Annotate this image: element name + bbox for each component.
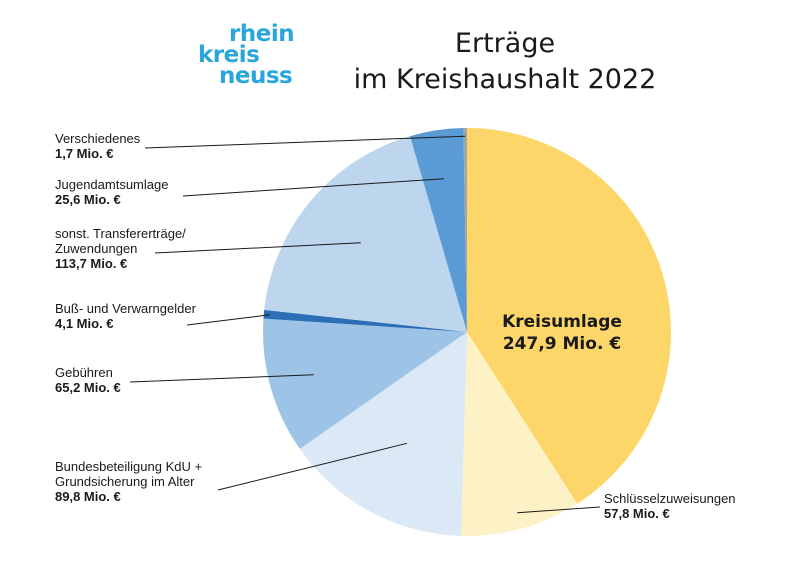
chart-title-line-1: Erträge <box>454 28 556 59</box>
slice-value-kreisumlage: 247,9 Mio. € <box>503 334 621 354</box>
leader-line-geb-hren <box>129 374 314 383</box>
leader-line-bundesbeteiligung-kdu-grundsicherung-im-alter <box>217 442 408 491</box>
pie-slice-schl-sselzuweisungen <box>461 332 578 536</box>
slice-label-kreisumlage: Kreisumlage <box>502 312 622 332</box>
pie-slice-bundesbeteiligung-kdu-grundsicherung-im-alter <box>299 332 467 536</box>
pie-slice-sonst-transferertr-ge-zuwendungen <box>264 136 467 332</box>
leader-line-schl-sselzuweisungen <box>517 506 601 514</box>
slice-label-bu-und-verwarngelder: Buß- und Verwarngelder <box>55 301 197 316</box>
leader-line-verschiedenes <box>144 135 466 149</box>
slice-label-schl-sselzuweisungen: Schlüsselzuweisungen <box>604 491 736 506</box>
logo-line-2: kreis <box>198 42 260 68</box>
slice-value-verschiedenes: 1,7 Mio. € <box>55 146 114 161</box>
slice-label-bundesbeteiligung-kdu-grundsicherung-im-alter-line-1: Bundesbeteiligung KdU + <box>55 459 202 474</box>
pie-slice-jugendamtsumlage <box>410 128 467 332</box>
slice-label-jugendamtsumlage: Jugendamtsumlage <box>55 177 168 192</box>
slice-value-schl-sselzuweisungen: 57,8 Mio. € <box>604 506 670 521</box>
pie-slice-kreisumlage <box>467 128 672 504</box>
pie-slice-geb-hren <box>262 318 467 449</box>
slice-label-verschiedenes: Verschiedenes <box>55 131 141 146</box>
slice-label-bundesbeteiligung-kdu-grundsicherung-im-alter-line-2: Grundsicherung im Alter <box>55 474 195 489</box>
rhein-kreis-neuss-logo: rhein kreis neuss <box>196 21 296 89</box>
slice-label-sonst-transferertr-ge-zuwendungen-line-2: Zuwendungen <box>55 241 137 256</box>
pie-slice-verschiedenes <box>463 127 467 333</box>
leader-line-sonst-transferertr-ge-zuwendungen <box>154 242 361 254</box>
logo-line-1: rhein <box>229 21 295 47</box>
chart-title-line-2: im Kreishaushalt 2022 <box>353 64 657 95</box>
slice-value-geb-hren: 65,2 Mio. € <box>55 380 121 395</box>
slice-value-jugendamtsumlage: 25,6 Mio. € <box>55 192 121 207</box>
logo-line-3: neuss <box>219 63 293 89</box>
pie-slice-bu-und-verwarngelder <box>263 309 467 332</box>
leader-line-bu-und-verwarngelder <box>186 314 270 326</box>
chart-title: Erträge im Kreishaushalt 2022 <box>300 26 710 98</box>
slice-label-sonst-transferertr-ge-zuwendungen-line-1: sonst. Transfererträge/ <box>55 226 186 241</box>
slice-label-geb-hren: Gebühren <box>55 365 113 380</box>
leader-line-jugendamtsumlage <box>182 178 444 197</box>
slice-value-sonst-transferertr-ge-zuwendungen: 113,7 Mio. € <box>55 256 127 271</box>
slice-value-bundesbeteiligung-kdu-grundsicherung-im-alter: 89,8 Mio. € <box>55 489 121 504</box>
slice-value-bu-und-verwarngelder: 4,1 Mio. € <box>55 316 114 331</box>
